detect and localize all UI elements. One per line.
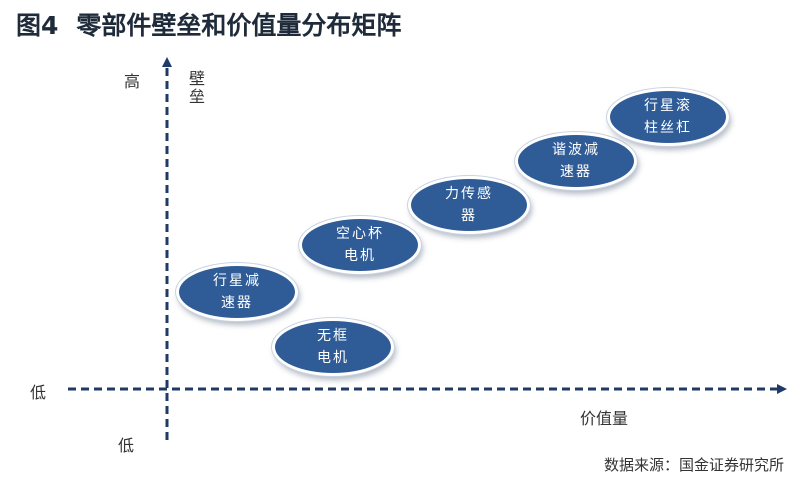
node-label-line1: 空心杯 (336, 226, 384, 242)
node-coreless-motor: 空心杯 电机 (299, 216, 421, 274)
node-label-line1: 力传感 (445, 186, 493, 202)
source-note: 数据来源：国金证券研究所 (603, 456, 784, 474)
x-axis-low-label: 低 (30, 383, 47, 402)
node-label-line2: 器 (461, 208, 477, 224)
node-force-sensor: 力传感 器 (408, 176, 530, 234)
figure-title-text: 零部件壁垒和价值量分布矩阵 (76, 11, 402, 40)
node-label-line1: 行星滚 (644, 98, 692, 114)
node-label-line2: 速器 (560, 164, 592, 180)
node-label-line1: 无框 (317, 328, 349, 344)
node-planetary-reducer: 行星减 速器 (176, 263, 298, 321)
node-label-line1: 行星减 (213, 273, 261, 289)
node-frameless-motor: 无框 电机 (272, 318, 394, 376)
node-label-line1: 谐波减 (552, 142, 600, 158)
figure-number: 图4 (16, 11, 59, 40)
node-planetary-roller-screw: 行星滚 柱丝杠 (607, 88, 729, 146)
y-axis-low-label: 低 (118, 436, 135, 455)
node-label-line2: 柱丝杠 (644, 120, 692, 136)
figure-title: 图4 零部件壁垒和价值量分布矩阵 (16, 6, 401, 42)
node-label-line2: 速器 (221, 295, 253, 311)
node-label-line2: 电机 (317, 350, 349, 366)
node-label-line2: 电机 (344, 248, 376, 264)
y-axis-name: 壁垒 (186, 70, 205, 106)
y-axis-high-label: 高 (124, 72, 141, 91)
node-harmonic-reducer: 谐波减 速器 (515, 132, 637, 190)
x-axis-name: 价值量 (580, 409, 629, 428)
